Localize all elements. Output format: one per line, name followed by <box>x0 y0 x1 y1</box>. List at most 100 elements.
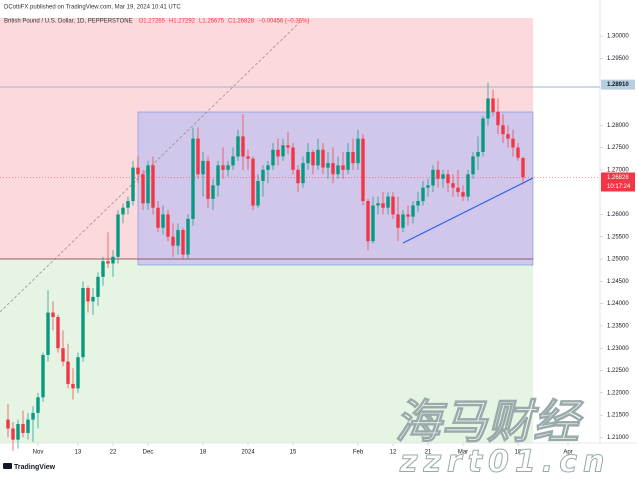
last-price-label: 1.26828 <box>607 175 629 181</box>
level-label: 1.28910 <box>607 82 629 88</box>
candle-body <box>306 151 310 164</box>
legend-value: H1.27292 <box>169 19 196 25</box>
trend-line <box>402 177 534 244</box>
y-tick-label: 1.22500 <box>607 368 629 374</box>
candle-body <box>106 261 110 264</box>
x-tick-label: 12 <box>390 450 397 456</box>
level-label-box <box>601 79 635 90</box>
legend-value: C1.26828 <box>228 19 255 25</box>
candle-body <box>226 165 230 170</box>
legend-value: −0.00456 (−0.36%) <box>258 19 309 25</box>
candle-body <box>391 196 395 215</box>
x-tick-label: 22 <box>110 450 117 456</box>
x-tick-label: Dec <box>143 450 154 456</box>
x-tick-label: Nov <box>33 450 44 456</box>
candle-body <box>81 288 85 358</box>
candle-body <box>521 158 525 178</box>
candle-body <box>131 167 135 202</box>
x-tick-label: Feb <box>353 450 364 456</box>
candle-body <box>361 138 365 202</box>
y-tick-label: 1.22000 <box>607 390 629 396</box>
candle-body <box>441 174 445 179</box>
candle-body <box>26 419 30 433</box>
candle-body <box>326 163 330 168</box>
x-tick-label: 21 <box>425 450 432 456</box>
candle-body <box>116 214 120 257</box>
candle-body <box>186 218 190 255</box>
candle-body <box>271 149 275 166</box>
candle-body <box>296 169 300 184</box>
candle-body <box>86 288 90 302</box>
candle-body <box>261 169 265 181</box>
x-tick-label: 18 <box>200 450 207 456</box>
candle-body <box>31 412 35 420</box>
logo: TradingView <box>3 463 56 471</box>
candle-body <box>91 296 95 302</box>
candle-body <box>141 174 145 204</box>
candle-body <box>516 147 520 158</box>
candle-body <box>466 174 470 197</box>
x-tick-label: 13 <box>75 450 82 456</box>
candle-body <box>351 151 355 164</box>
candle-body <box>256 180 260 206</box>
y-tick-label: 1.27000 <box>607 167 629 173</box>
candle-body <box>71 383 75 389</box>
candle-body <box>161 214 165 228</box>
candle-body <box>96 276 100 297</box>
candle-body <box>311 151 315 166</box>
candle-body <box>176 230 180 246</box>
axes: 1.30000 1.29500 1.28000 1.27500 1.27000 1.260… <box>0 34 635 456</box>
candle-body <box>356 138 360 164</box>
candle-body <box>216 165 220 186</box>
candle-body <box>206 160 210 199</box>
candle-body <box>201 160 205 175</box>
candle-body <box>371 205 375 242</box>
candle-body <box>301 163 305 184</box>
candle-body <box>36 397 40 413</box>
logo-icon <box>3 463 12 469</box>
candle-body <box>146 165 150 204</box>
candle-body <box>276 149 280 157</box>
candle-body <box>381 203 385 208</box>
y-tick-label: 1.21500 <box>607 413 629 419</box>
candle-body <box>401 214 405 228</box>
candle-body <box>471 156 475 175</box>
candle-body <box>121 207 125 215</box>
candle-body <box>491 98 495 112</box>
candle-body <box>51 312 55 318</box>
candle-body <box>426 185 430 188</box>
watermark-url: zzrt01.cn <box>399 445 610 479</box>
y-tick-label: 1.26000 <box>607 212 629 218</box>
candle-body <box>76 357 80 389</box>
candle-body <box>246 156 250 159</box>
candle-body <box>266 165 270 170</box>
candle-body <box>191 138 195 219</box>
candle-body <box>166 214 170 237</box>
candle-body <box>236 136 240 157</box>
candle-body <box>366 201 370 242</box>
candle-body <box>111 256 115 264</box>
candle-body <box>291 147 295 170</box>
x-tick-label: 15 <box>290 450 297 456</box>
trend-dashed <box>0 21 301 313</box>
candle-body <box>11 428 15 440</box>
candle-body <box>411 205 415 217</box>
candle-body <box>451 183 455 188</box>
candle-body <box>101 261 105 277</box>
candle-body <box>406 214 410 217</box>
candle-body <box>211 185 215 199</box>
candle-body <box>506 134 510 139</box>
candle-body <box>476 151 480 157</box>
candle-body <box>241 136 245 157</box>
y-tick-label: 1.25500 <box>607 234 629 240</box>
candle-body <box>196 138 200 175</box>
x-tick-label: 18 <box>515 450 522 456</box>
candle-body <box>346 151 350 170</box>
candle-body <box>281 145 285 157</box>
candle-body <box>461 192 465 197</box>
candle-body <box>421 187 425 202</box>
y-tick-label: 1.25000 <box>607 257 629 263</box>
y-tick-label: 1.21000 <box>607 435 629 441</box>
candle-body <box>126 201 130 208</box>
